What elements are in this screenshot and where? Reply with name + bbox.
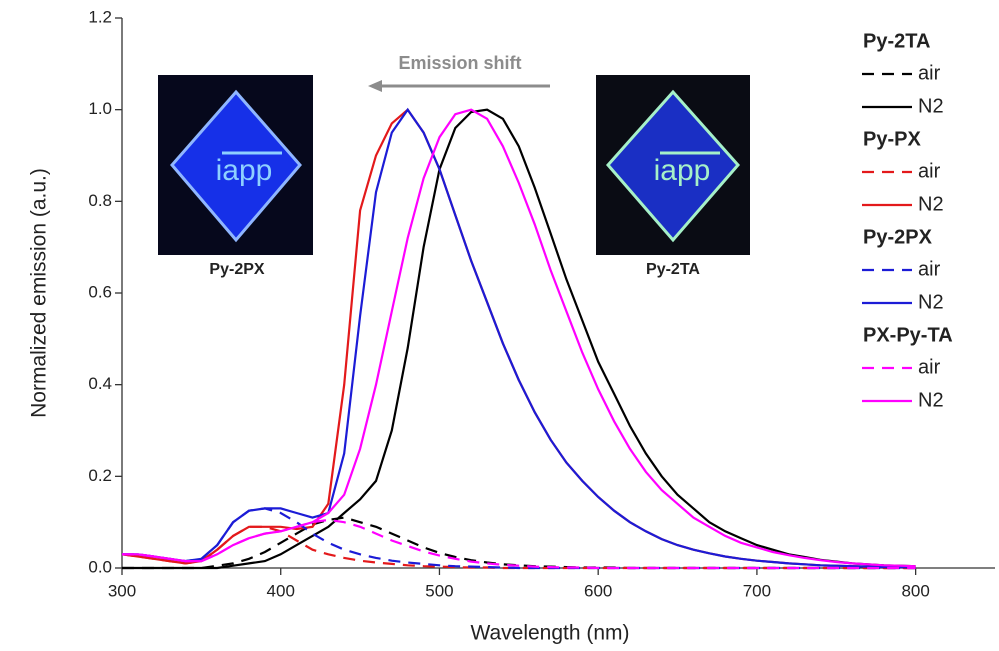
legend-group: PX-Py-TA (863, 324, 953, 346)
series-line (122, 107, 916, 569)
inset-diamond (170, 89, 302, 243)
x-tick-label: 400 (267, 581, 295, 600)
legend-label: air (918, 62, 941, 84)
y-tick-label: 1.0 (88, 99, 112, 118)
y-tick-label: 0.2 (88, 466, 112, 485)
x-tick-label: 800 (901, 581, 929, 600)
legend-label: air (918, 356, 941, 378)
legend-label: air (918, 258, 941, 280)
y-tick-label: 0.4 (88, 374, 112, 393)
annotation: Emission shift (398, 53, 521, 73)
legend-label: N2 (918, 95, 944, 117)
legend-group: Py-2TA (863, 30, 930, 52)
inset-py-2px: iapp (158, 75, 313, 255)
x-axis-label: Wavelength (nm) (470, 622, 629, 645)
y-axis-label: Normalized emission (a.u.) (28, 168, 51, 418)
series-line (122, 518, 916, 570)
annotation-arrowhead (368, 80, 382, 92)
series-line (122, 507, 916, 570)
series-line (121, 525, 916, 570)
legend-label: N2 (918, 193, 944, 215)
legend-label: air (918, 160, 941, 182)
x-tick-label: 500 (425, 581, 453, 600)
x-tick-label: 700 (743, 581, 771, 600)
legend-group: Py-2PX (863, 226, 933, 248)
legend-group: Py-PX (863, 128, 921, 150)
x-tick-label: 300 (108, 581, 136, 600)
y-tick-label: 1.2 (88, 7, 112, 26)
series-line (122, 108, 916, 570)
y-tick-label: 0.0 (88, 557, 112, 576)
series-line (122, 108, 916, 568)
legend-label: N2 (918, 291, 944, 313)
inset-diamond (606, 89, 740, 243)
y-tick-label: 0.6 (88, 282, 112, 301)
inset-label: Py-2TA (646, 261, 700, 278)
inset-logo: iapp (654, 154, 711, 187)
legend-label: N2 (918, 389, 944, 411)
x-tick-label: 600 (584, 581, 612, 600)
inset-logo: iapp (216, 154, 273, 187)
inset-py-2ta: iapp (596, 75, 750, 255)
y-tick-label: 0.8 (88, 191, 112, 210)
inset-label: Py-2PX (209, 261, 264, 278)
